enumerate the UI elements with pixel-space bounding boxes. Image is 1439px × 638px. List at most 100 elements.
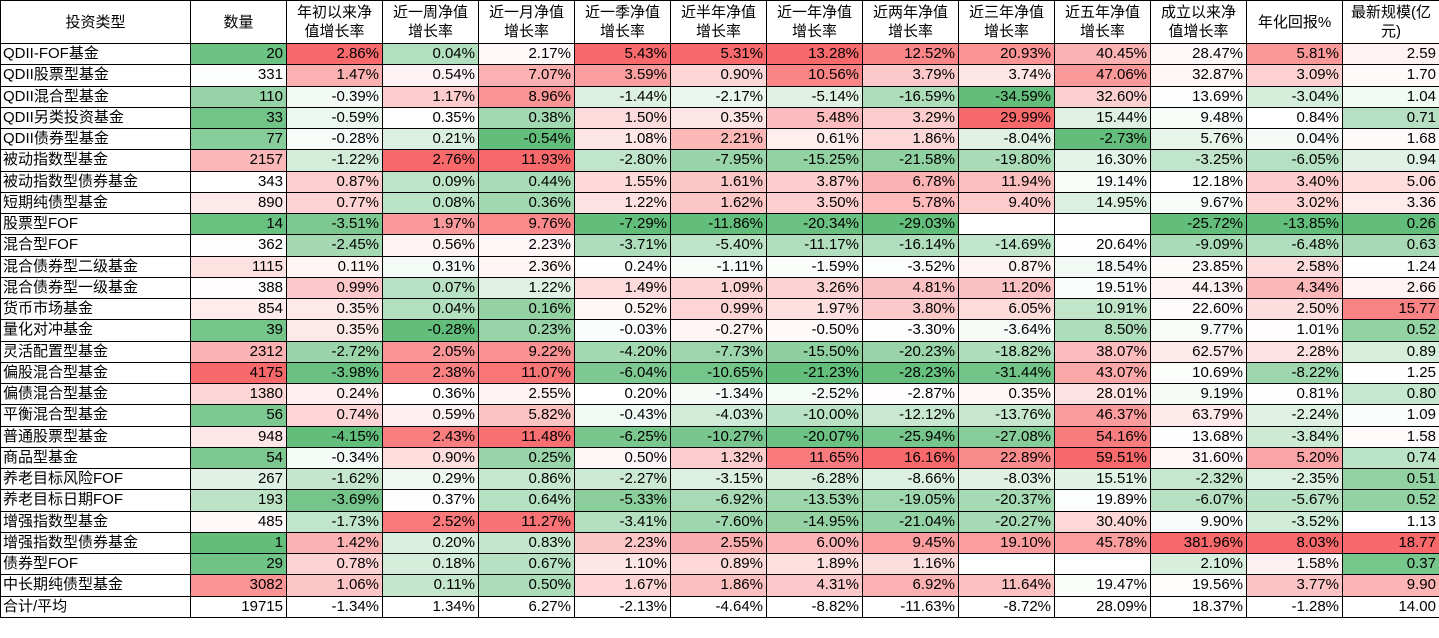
- value-cell[interactable]: 9.90%: [1150, 510, 1247, 533]
- value-cell[interactable]: 15.51%: [1054, 467, 1151, 491]
- value-cell[interactable]: 1380: [190, 382, 287, 406]
- value-cell[interactable]: 9.67%: [1150, 191, 1247, 215]
- fund-type-cell[interactable]: 被动指数型债券基金: [0, 170, 191, 193]
- value-cell[interactable]: 5.81%: [1246, 42, 1343, 66]
- value-cell[interactable]: 28.47%: [1150, 42, 1247, 66]
- value-cell[interactable]: -18.82%: [958, 340, 1055, 363]
- value-cell[interactable]: 3.40%: [1246, 170, 1343, 193]
- value-cell[interactable]: -1.73%: [286, 510, 383, 533]
- value-cell[interactable]: -20.27%: [958, 510, 1055, 533]
- value-cell[interactable]: -2.87%: [862, 382, 959, 406]
- value-cell[interactable]: 5.82%: [478, 404, 575, 427]
- value-cell[interactable]: 6.78%: [862, 170, 959, 193]
- fund-type-cell[interactable]: 养老目标风险FOF: [0, 467, 191, 491]
- value-cell[interactable]: 14.95%: [1054, 191, 1151, 215]
- value-cell[interactable]: 3.74%: [958, 64, 1055, 87]
- value-cell[interactable]: 2.55%: [670, 531, 767, 555]
- value-cell[interactable]: 362: [190, 234, 287, 257]
- value-cell[interactable]: -6.92%: [670, 489, 767, 512]
- value-cell[interactable]: 1.58: [1342, 425, 1439, 448]
- value-cell[interactable]: 1.08%: [574, 127, 671, 151]
- value-cell[interactable]: 39: [190, 319, 287, 342]
- value-cell[interactable]: 0.63: [1342, 234, 1439, 257]
- value-cell[interactable]: 1.10%: [574, 552, 671, 576]
- value-cell[interactable]: 3.77%: [1246, 574, 1343, 597]
- value-cell[interactable]: -21.58%: [862, 149, 959, 172]
- value-cell[interactable]: -20.07%: [766, 425, 863, 448]
- value-cell[interactable]: -3.71%: [574, 234, 671, 257]
- value-cell[interactable]: -8.82%: [766, 595, 863, 618]
- value-cell[interactable]: 46.37%: [1054, 404, 1151, 427]
- value-cell[interactable]: 9.19%: [1150, 382, 1247, 406]
- value-cell[interactable]: -2.45%: [286, 234, 383, 257]
- value-cell[interactable]: 0.74%: [286, 404, 383, 427]
- value-cell[interactable]: -7.60%: [670, 510, 767, 533]
- value-cell[interactable]: 3.59%: [574, 64, 671, 87]
- value-cell[interactable]: 0.36%: [478, 191, 575, 215]
- value-cell[interactable]: 0.87%: [286, 170, 383, 193]
- value-cell[interactable]: 0.74: [1342, 446, 1439, 470]
- value-cell[interactable]: 1.47%: [286, 64, 383, 87]
- value-cell[interactable]: 343: [190, 170, 287, 193]
- value-cell[interactable]: -1.59%: [766, 255, 863, 278]
- value-cell[interactable]: 0.35%: [382, 106, 479, 130]
- fund-type-cell[interactable]: 增强指数型基金: [0, 510, 191, 533]
- column-header[interactable]: 近一年净值增长率: [766, 0, 863, 44]
- value-cell[interactable]: -11.86%: [670, 212, 767, 236]
- value-cell[interactable]: -5.14%: [766, 85, 863, 108]
- value-cell[interactable]: -6.04%: [574, 361, 671, 385]
- value-cell[interactable]: -3.52%: [1246, 510, 1343, 533]
- value-cell[interactable]: 0.86%: [478, 467, 575, 491]
- value-cell[interactable]: 3.50%: [766, 191, 863, 215]
- value-cell[interactable]: 1.86%: [670, 574, 767, 597]
- value-cell[interactable]: 16.30%: [1054, 149, 1151, 172]
- value-cell[interactable]: 22.60%: [1150, 297, 1247, 321]
- value-cell[interactable]: 0.80: [1342, 382, 1439, 406]
- value-cell[interactable]: -14.95%: [766, 510, 863, 533]
- value-cell[interactable]: -7.73%: [670, 340, 767, 363]
- value-cell[interactable]: 0.11%: [382, 574, 479, 597]
- value-cell[interactable]: 0.99%: [286, 276, 383, 300]
- fund-type-cell[interactable]: 量化对冲基金: [0, 319, 191, 342]
- value-cell[interactable]: 10.69%: [1150, 361, 1247, 385]
- value-cell[interactable]: 77: [190, 127, 287, 151]
- value-cell[interactable]: 11.07%: [478, 361, 575, 385]
- value-cell[interactable]: 1.97%: [382, 212, 479, 236]
- value-cell[interactable]: 19.89%: [1054, 489, 1151, 512]
- value-cell[interactable]: 2.43%: [382, 425, 479, 448]
- value-cell[interactable]: 0.38%: [478, 106, 575, 130]
- column-header[interactable]: 近一月净值增长率: [478, 0, 575, 44]
- value-cell[interactable]: [1054, 212, 1151, 236]
- value-cell[interactable]: 3.80%: [862, 297, 959, 321]
- value-cell[interactable]: 29.99%: [958, 106, 1055, 130]
- value-cell[interactable]: 19.47%: [1054, 574, 1151, 597]
- value-cell[interactable]: -6.25%: [574, 425, 671, 448]
- fund-type-cell[interactable]: 养老目标日期FOF: [0, 489, 191, 512]
- value-cell[interactable]: 0.31%: [382, 255, 479, 278]
- value-cell[interactable]: 9.76%: [478, 212, 575, 236]
- value-cell[interactable]: 0.36%: [382, 382, 479, 406]
- value-cell[interactable]: -5.40%: [670, 234, 767, 257]
- value-cell[interactable]: [958, 212, 1055, 236]
- value-cell[interactable]: 0.23%: [478, 319, 575, 342]
- value-cell[interactable]: 11.48%: [478, 425, 575, 448]
- value-cell[interactable]: 0.67%: [478, 552, 575, 576]
- value-cell[interactable]: 0.71: [1342, 106, 1439, 130]
- value-cell[interactable]: 14.00: [1342, 595, 1439, 618]
- value-cell[interactable]: 9.45%: [862, 531, 959, 555]
- value-cell[interactable]: 32.87%: [1150, 64, 1247, 87]
- value-cell[interactable]: 1.22%: [574, 191, 671, 215]
- value-cell[interactable]: 2.17%: [478, 42, 575, 66]
- value-cell[interactable]: 331: [190, 64, 287, 87]
- value-cell[interactable]: 5.76%: [1150, 127, 1247, 151]
- value-cell[interactable]: -28.23%: [862, 361, 959, 385]
- value-cell[interactable]: 267: [190, 467, 287, 491]
- value-cell[interactable]: [1054, 552, 1151, 576]
- value-cell[interactable]: 1.04: [1342, 85, 1439, 108]
- value-cell[interactable]: 0.99%: [670, 297, 767, 321]
- value-cell[interactable]: -8.72%: [958, 595, 1055, 618]
- value-cell[interactable]: 4175: [190, 361, 287, 385]
- fund-type-cell[interactable]: 偏债混合型基金: [0, 382, 191, 406]
- value-cell[interactable]: 5.78%: [862, 191, 959, 215]
- value-cell[interactable]: 13.68%: [1150, 425, 1247, 448]
